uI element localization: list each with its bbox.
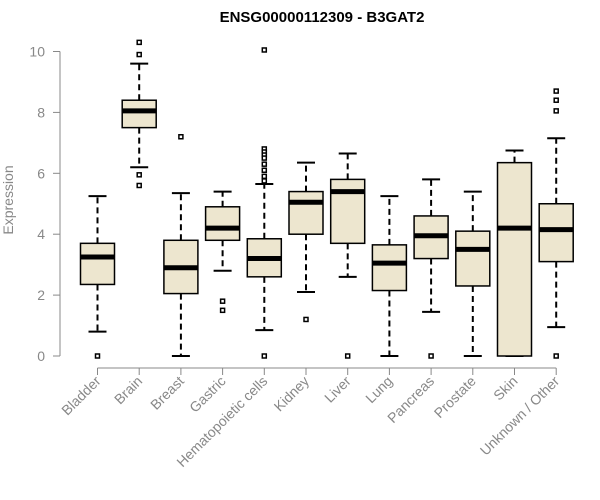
box-unknown-other [538,88,574,359]
category-label: Breast [147,373,187,413]
box-iqr [79,242,116,286]
box-iqr [329,178,366,245]
outlier-point [303,316,309,323]
y-tick-label: 8 [37,104,45,120]
outlier-point [261,167,268,174]
outlier-point [219,298,226,304]
outlier-point [261,47,268,53]
box-lung [371,195,408,357]
category-label: Brain [111,373,145,407]
y-tick-label: 0 [37,348,45,364]
box-gastric [204,190,241,314]
outlier-point [136,51,142,58]
box-liver [329,152,366,359]
outlier-point [428,353,434,359]
box-bladder [79,195,116,359]
category-label: Unknown / Other [477,373,563,459]
outlier-point [261,155,268,161]
y-tick-label: 4 [37,226,45,242]
box-iqr [121,99,157,129]
box-kidney [288,161,324,323]
outlier-point [136,172,142,178]
outlier-point [219,307,226,314]
outlier-point [553,88,559,94]
outlier-point [344,353,351,359]
chart-title: ENSG00000112309 - B3GAT2 [220,9,425,26]
outlier-point [553,97,559,103]
outlier-point [178,134,184,140]
outlier-point [261,173,268,180]
outlier-point [94,353,101,359]
category-label: Bladder [58,373,104,419]
x-axis [97,367,557,375]
box-breast [163,134,199,357]
y-tick-label: 2 [37,287,45,303]
category-label: Liver [321,373,354,406]
outlier-point [136,182,142,189]
y-tick-label: 6 [37,165,45,181]
box-iqr [496,161,533,357]
box-iqr [538,203,574,263]
box-iqr [204,206,241,242]
box-skin [496,149,533,357]
outlier-point [553,353,559,359]
outlier-point [553,108,559,114]
box-prostate [455,190,491,357]
category-label: Kidney [271,373,313,415]
y-axis: 0 2 4 6 8 10 [29,44,61,364]
box-brain [121,39,157,189]
box-pancreas [413,178,449,359]
y-tick-label: 10 [29,44,45,60]
outlier-point [261,161,268,167]
box-iqr [371,244,408,292]
box-hematopoietic-cells [246,47,283,359]
outlier-point [136,39,142,46]
outlier-point [261,178,268,184]
box-iqr [455,230,491,287]
y-axis-label: Expression [0,165,16,234]
category-label: Lung [362,373,395,406]
outlier-point [261,353,268,359]
category-label: Skin [490,373,521,404]
box-iqr [288,190,324,235]
boxes-group [79,39,574,359]
category-label: Prostate [431,373,479,421]
